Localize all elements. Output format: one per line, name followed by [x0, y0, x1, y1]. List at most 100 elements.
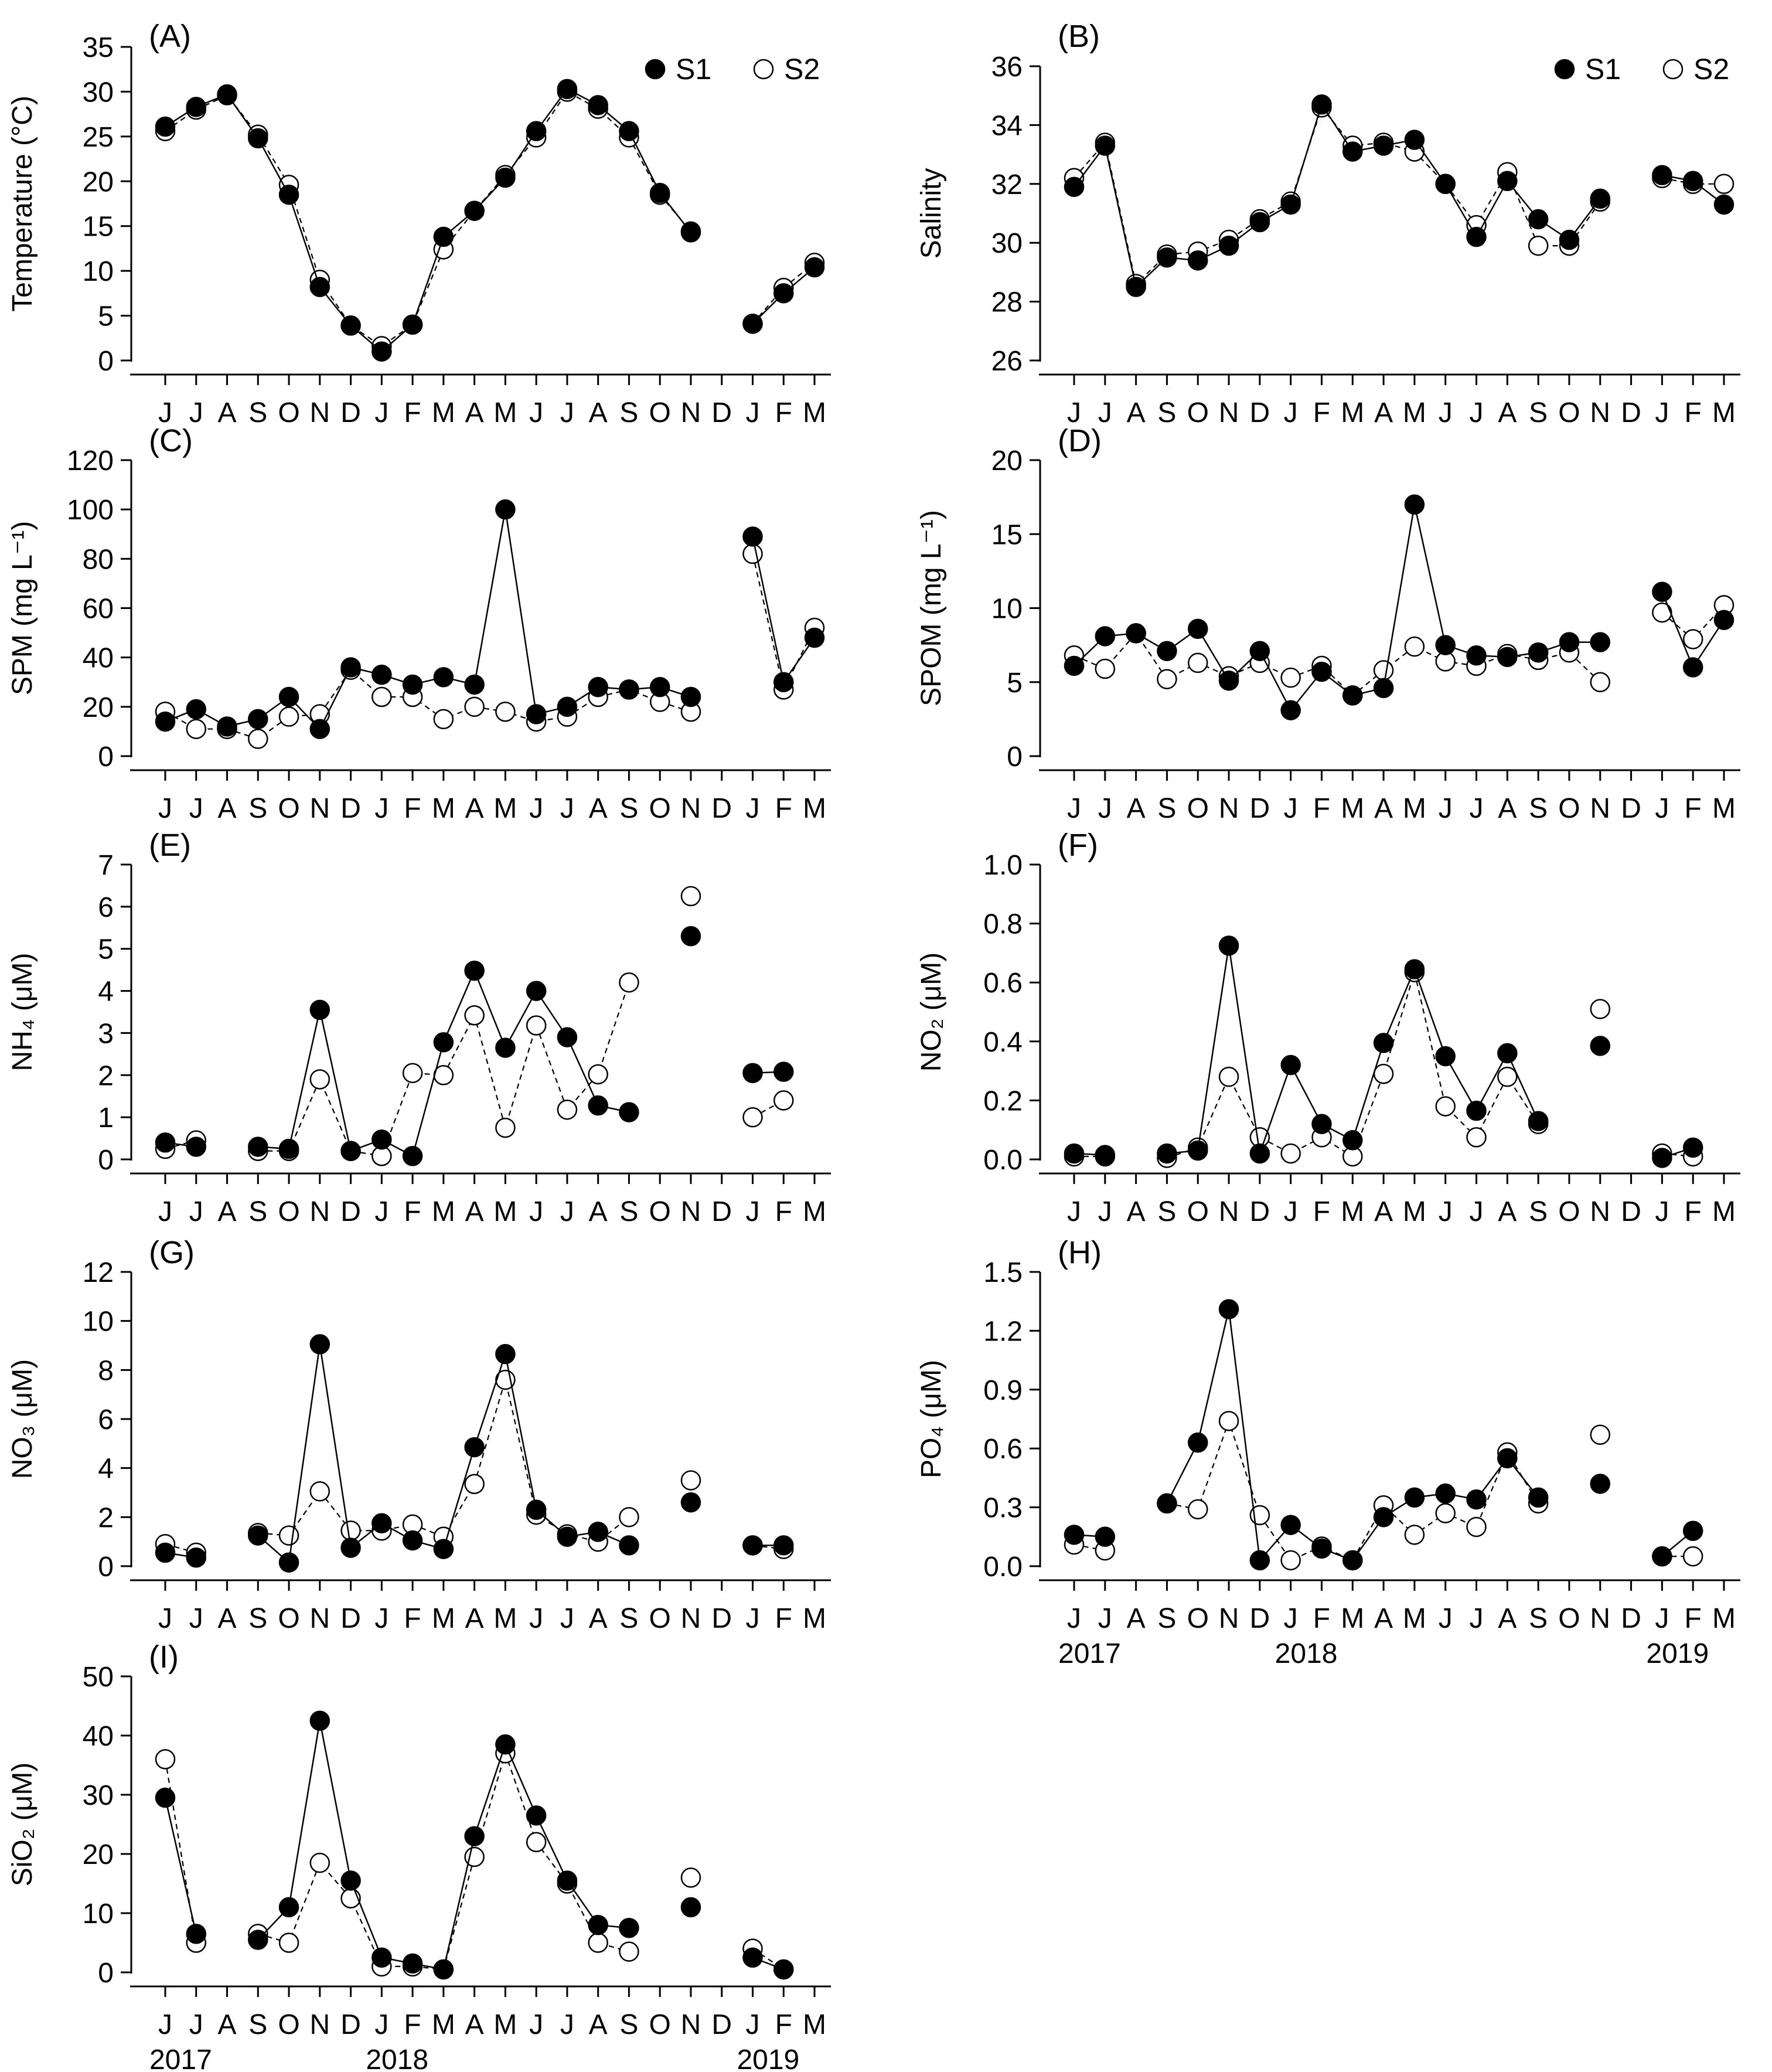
data-point-s1	[773, 283, 794, 304]
x-tick-label: J	[158, 1603, 172, 1634]
data-point-s1	[1404, 494, 1425, 515]
x-tick-label: J	[1098, 793, 1112, 824]
x-tick-label: A	[589, 1196, 608, 1227]
x-tick-label: O	[1558, 397, 1580, 428]
panel-label: (G)	[149, 1235, 195, 1270]
data-point-s1	[588, 1095, 608, 1116]
data-point-s2	[278, 706, 299, 727]
data-point-s1	[278, 686, 299, 707]
x-tick-label: M	[493, 1603, 517, 1634]
x-tick-label: A	[465, 2009, 484, 2040]
x-tick-label: J	[1470, 397, 1484, 428]
x-tick-label: D	[711, 793, 732, 824]
x-tick-label: M	[493, 2009, 517, 2040]
x-tick-label: J	[158, 2009, 172, 2040]
data-point-s1	[186, 97, 207, 117]
series-line-s1	[1074, 103, 1601, 288]
data-point-s1	[402, 674, 423, 695]
data-point-s2	[526, 1832, 547, 1853]
data-point-s1	[619, 1918, 639, 1938]
x-tick-label: S	[248, 2009, 267, 2040]
y-axis-label: NO₂ (μM)	[916, 952, 947, 1072]
data-point-s1	[340, 1537, 361, 1558]
data-point-s2	[1404, 1525, 1425, 1545]
data-point-s2	[1590, 1424, 1611, 1445]
x-tick-label: D	[1250, 1603, 1270, 1634]
data-point-s1	[248, 1930, 268, 1950]
x-tick-label: A	[1127, 793, 1146, 824]
series-line-s2	[165, 669, 691, 740]
y-tick-label: 32	[991, 169, 1023, 200]
x-tick-label: A	[1127, 1196, 1146, 1227]
y-axis-label: NO₃ (μM)	[7, 1359, 38, 1479]
x-tick-label: J	[745, 2009, 759, 2040]
x-tick-label: J	[374, 793, 389, 824]
x-tick-label: M	[1341, 1603, 1364, 1634]
y-tick-label: 0.0	[983, 1552, 1023, 1583]
y-tick-label: 30	[83, 77, 114, 108]
data-point-s1	[1187, 618, 1208, 639]
data-point-s1	[526, 981, 547, 1001]
data-point-s1	[1559, 229, 1580, 250]
y-tick-label: 80	[83, 544, 114, 575]
data-point-s2	[464, 696, 485, 717]
data-point-s1	[1095, 626, 1116, 647]
data-point-s1	[1466, 645, 1487, 666]
x-tick-label: M	[1403, 793, 1426, 824]
x-tick-label: F	[1313, 397, 1330, 428]
data-point-s2	[278, 1932, 299, 1953]
data-point-s1	[155, 1542, 176, 1563]
data-point-s2	[1652, 602, 1672, 623]
data-point-s1	[155, 1787, 176, 1808]
panel-label: (B)	[1058, 19, 1100, 54]
data-point-s1	[1590, 1036, 1611, 1056]
data-point-s1	[1713, 194, 1734, 215]
series-line-s2	[752, 553, 815, 692]
x-tick-label: J	[1439, 1603, 1453, 1634]
x-tick-label: M	[803, 1603, 826, 1634]
x-tick-label: O	[278, 793, 299, 824]
data-point-s1	[1311, 1538, 1332, 1559]
x-tick-label: D	[1250, 1196, 1270, 1227]
y-tick-label: 35	[83, 32, 114, 63]
x-tick-label: N	[309, 397, 330, 428]
data-point-s2	[1404, 636, 1425, 657]
y-tick-label: 4	[98, 1454, 114, 1485]
data-point-s1	[742, 1063, 763, 1083]
y-axis-label: NH₄ (μM)	[7, 953, 38, 1071]
x-tick-label: J	[158, 1196, 172, 1227]
y-tick-label: 2	[98, 1060, 114, 1091]
x-tick-label: A	[1374, 397, 1393, 428]
data-point-s1	[588, 1914, 608, 1935]
panel-label: (I)	[149, 1639, 179, 1675]
series-line-s2	[258, 1377, 630, 1543]
x-tick-label: F	[1685, 1603, 1702, 1634]
x-tick-label: N	[1219, 793, 1239, 824]
data-point-s2	[186, 719, 207, 739]
series-line-s1	[164, 1797, 197, 1934]
x-tick-label: A	[465, 1603, 484, 1634]
data-point-s2	[372, 686, 392, 707]
data-point-s1	[1311, 94, 1332, 115]
data-point-s2	[1280, 1143, 1301, 1164]
data-point-s1	[1682, 1520, 1703, 1542]
x-tick-label: J	[189, 1603, 203, 1634]
x-tick-label: N	[1590, 793, 1610, 824]
x-tick-label: S	[1157, 397, 1176, 428]
x-tick-label: D	[711, 397, 732, 428]
data-point-s2	[1466, 1127, 1487, 1148]
x-tick-label: S	[619, 2009, 638, 2040]
x-tick-label: J	[374, 2009, 389, 2040]
data-point-s2	[1373, 660, 1394, 681]
data-point-s1	[1187, 1432, 1208, 1453]
y-tick-label: 0	[98, 1145, 114, 1176]
data-point-s2	[309, 1481, 330, 1502]
data-point-s2	[1435, 1503, 1456, 1523]
y-axis-label: SiO₂ (μM)	[7, 1763, 38, 1887]
data-point-s1	[433, 1959, 454, 1980]
data-point-s1	[1311, 661, 1332, 682]
x-tick-label: J	[1098, 397, 1112, 428]
data-point-s1	[773, 1535, 794, 1556]
data-point-s1	[526, 704, 547, 724]
